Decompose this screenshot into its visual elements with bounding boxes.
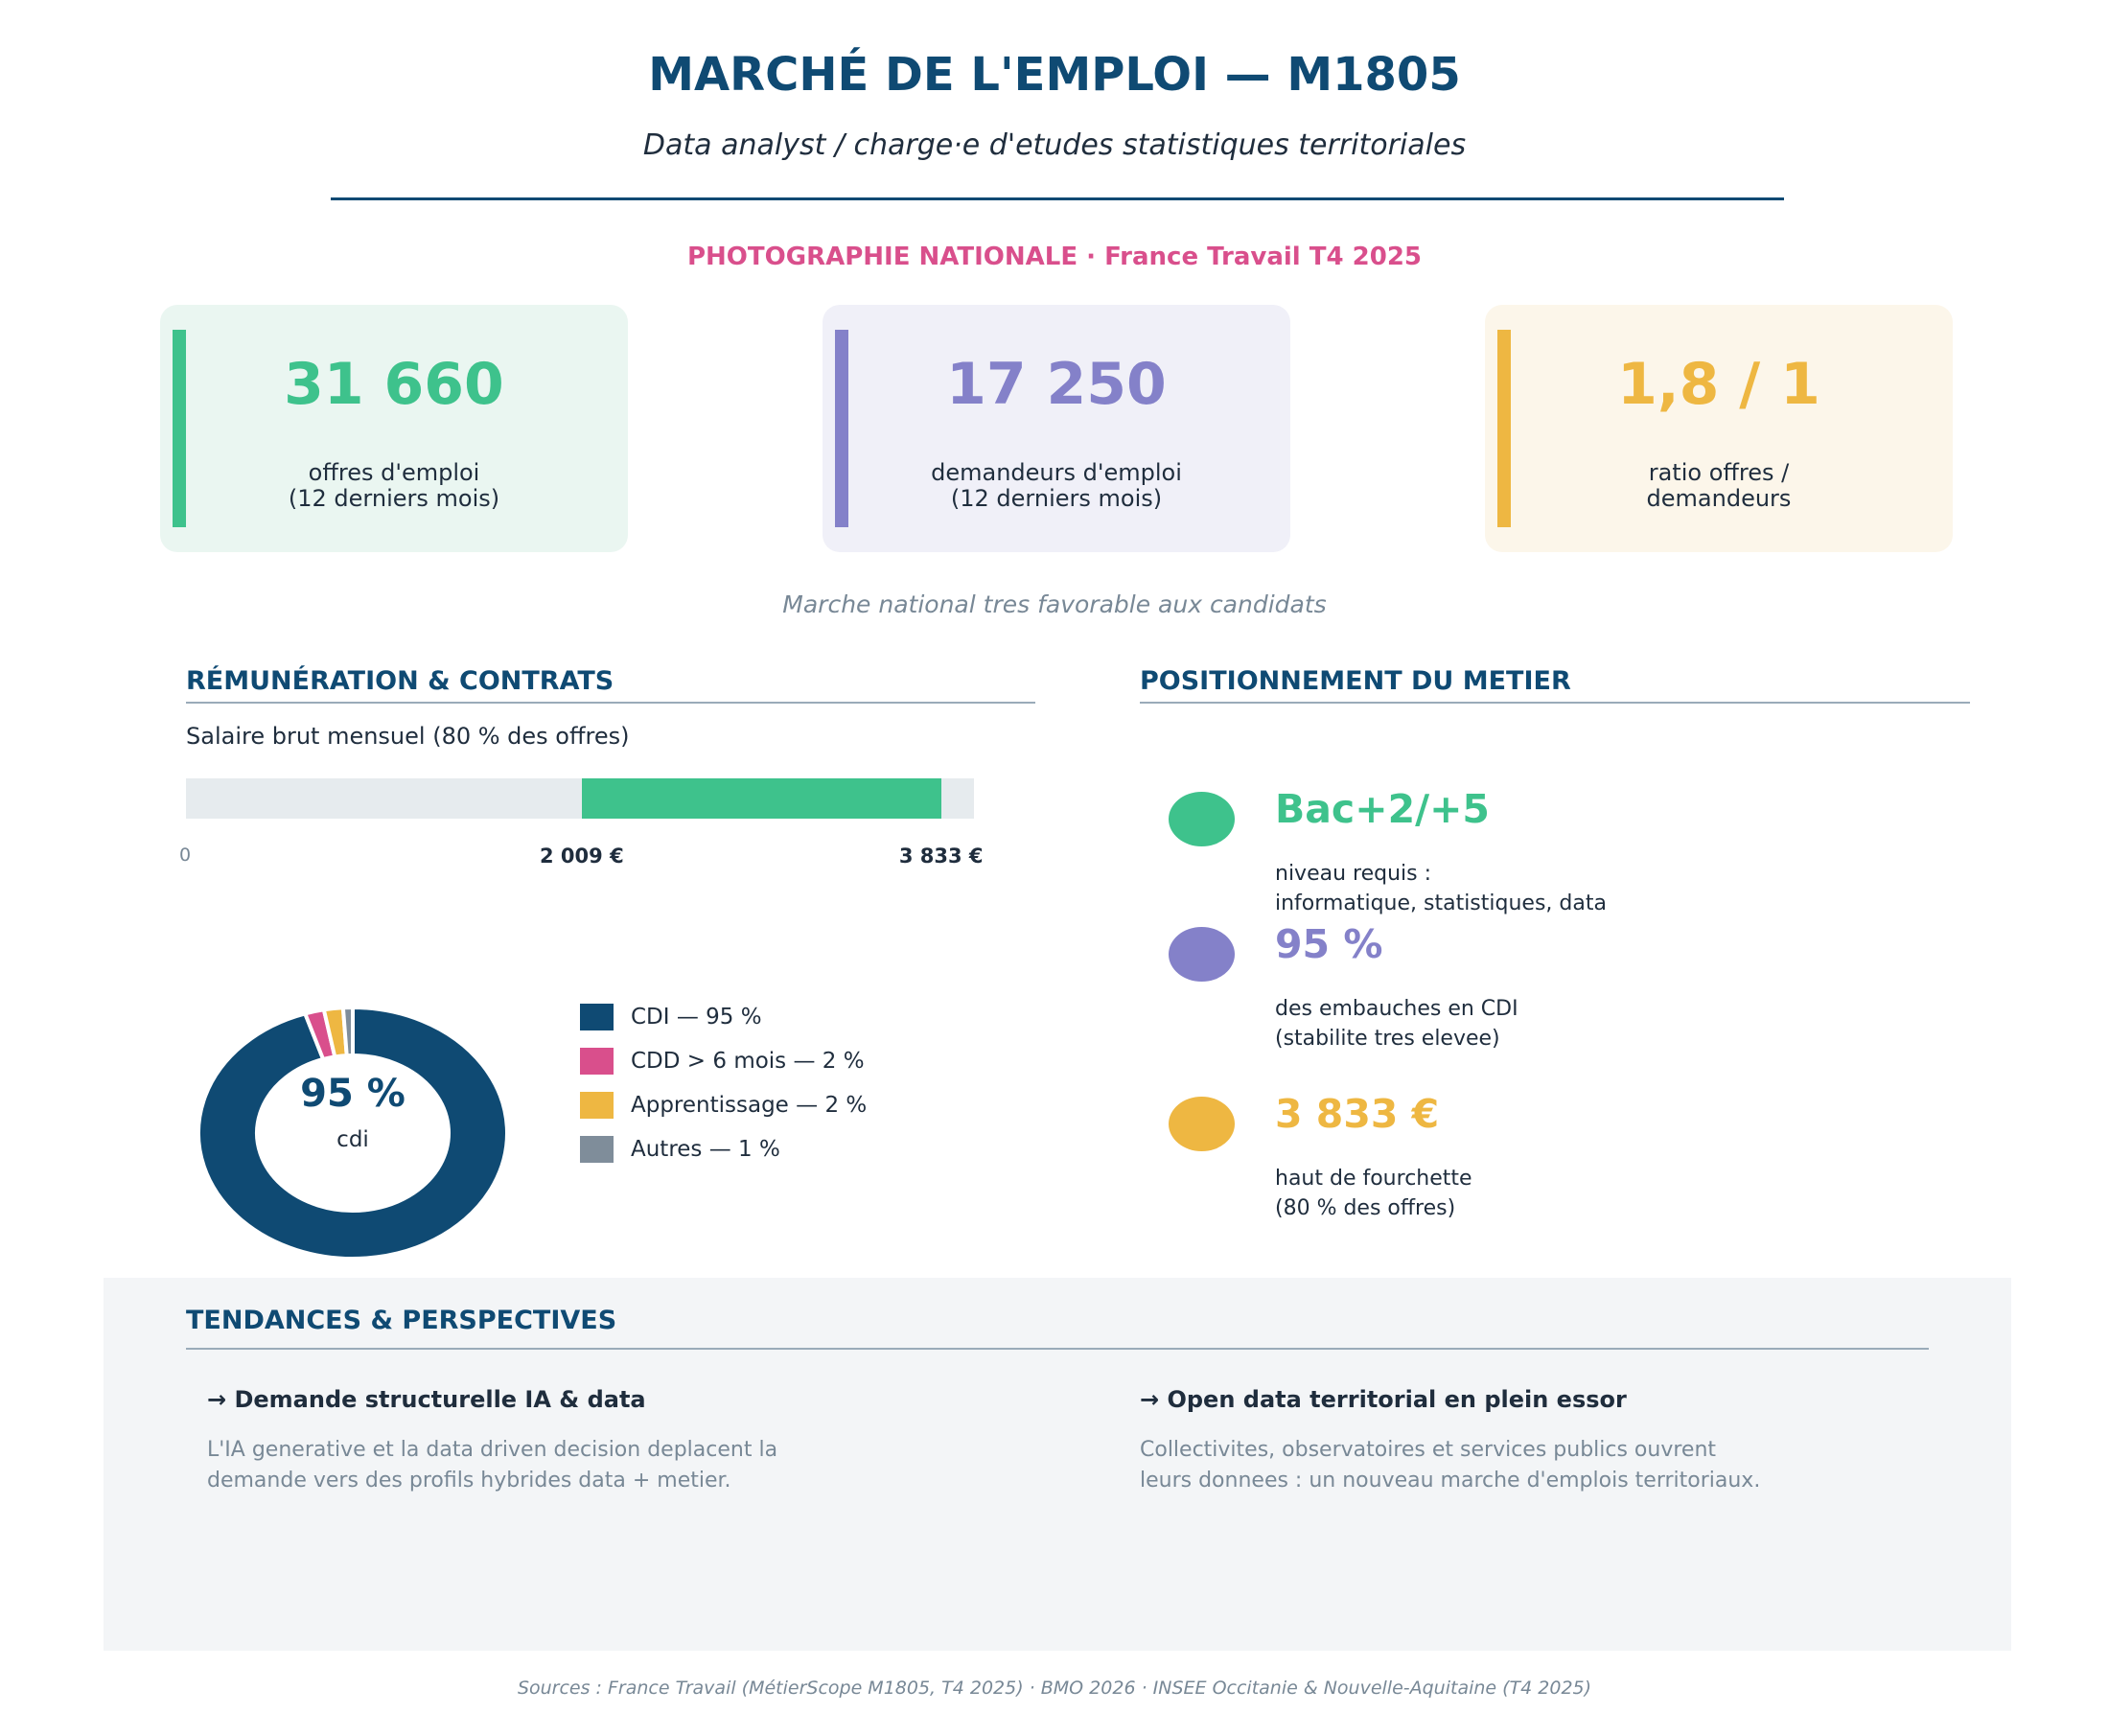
salary-label: Salaire brut mensuel (80 % des offres) xyxy=(186,723,630,750)
sources-footnote: Sources : France Travail (MétierScope M1… xyxy=(517,1678,1592,1699)
position-dot xyxy=(1169,1097,1235,1151)
legend-swatch xyxy=(580,1092,614,1119)
section-title-positionnement: POSITIONNEMENT DU METIER xyxy=(1140,666,1571,696)
legend-swatch xyxy=(580,1136,614,1163)
kpi-value: 17 250 xyxy=(946,351,1167,418)
contracts-donut-chart xyxy=(197,1005,509,1261)
trends-panel xyxy=(104,1278,2011,1651)
page-title: MARCHÉ DE L'EMPLOI — M1805 xyxy=(648,48,1461,102)
contracts-legend: CDI — 95 % CDD > 6 mois — 2 % Apprentiss… xyxy=(580,995,867,1171)
legend-swatch xyxy=(580,1004,614,1030)
legend-item-cdd: CDD > 6 mois — 2 % xyxy=(580,1039,867,1083)
national-note: Marche national tres favorable aux candi… xyxy=(782,590,1327,618)
kpi-label: offres d'emploi (12 derniers mois) xyxy=(288,459,500,512)
salary-range-fill xyxy=(581,778,941,819)
position-value: 3 833 € xyxy=(1275,1091,1440,1137)
section-divider xyxy=(186,702,1035,704)
kpi-accent-bar xyxy=(173,330,186,527)
trend-body: L'IA generative et la data driven decisi… xyxy=(207,1438,778,1493)
donut-center-value: 95 % xyxy=(300,1072,406,1116)
position-dot xyxy=(1169,792,1235,846)
title-divider xyxy=(331,197,1784,200)
section-title-tendances: TENDANCES & PERSPECTIVES xyxy=(186,1306,617,1335)
salary-tick-min: 2 009 € xyxy=(540,845,624,868)
position-item-niveau: Bac+2/+5 niveau requis : informatique, s… xyxy=(1169,786,1974,936)
kpi-card-offres: 31 660 offres d'emploi (12 derniers mois… xyxy=(160,305,628,552)
trend-heading: → Demande structurelle IA & data xyxy=(207,1386,646,1413)
section-divider xyxy=(186,1348,1929,1350)
kpi-value: 31 660 xyxy=(284,351,504,418)
position-value: Bac+2/+5 xyxy=(1275,786,1490,832)
legend-item-cdi: CDI — 95 % xyxy=(580,995,867,1039)
kpi-value: 1,8 / 1 xyxy=(1617,351,1820,418)
kpi-card-demandeurs: 17 250 demandeurs d'emploi (12 derniers … xyxy=(823,305,1290,552)
position-item-cdi: 95 % des embauches en CDI (stabilite tre… xyxy=(1169,921,1974,1071)
position-value: 95 % xyxy=(1275,921,1383,967)
donut-slice-cdi xyxy=(197,1005,509,1261)
kpi-card-ratio: 1,8 / 1 ratio offres / demandeurs xyxy=(1485,305,1953,552)
salary-tick-max: 3 833 € xyxy=(898,845,984,868)
legend-label: CDD > 6 mois — 2 % xyxy=(631,1049,865,1074)
donut-slice-autres xyxy=(340,1005,355,1058)
legend-swatch xyxy=(580,1048,614,1075)
legend-label: Apprentissage — 2 % xyxy=(631,1093,868,1118)
section-title-remuneration: RÉMUNÉRATION & CONTRATS xyxy=(186,666,614,696)
position-desc: niveau requis : informatique, statistiqu… xyxy=(1275,862,1607,915)
kpi-label: ratio offres / demandeurs xyxy=(1646,459,1792,512)
position-item-salaire: 3 833 € haut de fourchette (80 % des off… xyxy=(1169,1091,1974,1240)
position-desc: des embauches en CDI (stabilite tres ele… xyxy=(1275,997,1518,1051)
salary-tick-zero: 0 xyxy=(179,845,192,866)
legend-item-autres: Autres — 1 % xyxy=(580,1127,867,1171)
national-heading: PHOTOGRAPHIE NATIONALE · France Travail … xyxy=(686,243,1423,271)
trend-body: Collectivites, observatoires et services… xyxy=(1140,1438,1761,1493)
trend-heading: → Open data territorial en plein essor xyxy=(1140,1386,1627,1413)
page-subtitle: Data analyst / charge·e d'etudes statist… xyxy=(642,128,1467,162)
legend-label: CDI — 95 % xyxy=(631,1005,762,1030)
legend-label: Autres — 1 % xyxy=(631,1137,780,1162)
kpi-accent-bar xyxy=(835,330,848,527)
section-divider xyxy=(1140,702,1970,704)
position-desc: haut de fourchette (80 % des offres) xyxy=(1275,1167,1472,1220)
legend-item-apprentissage: Apprentissage — 2 % xyxy=(580,1083,867,1127)
kpi-label: demandeurs d'emploi (12 derniers mois) xyxy=(931,459,1182,512)
donut-center-label: cdi xyxy=(336,1127,369,1152)
position-dot xyxy=(1169,927,1235,982)
kpi-accent-bar xyxy=(1497,330,1511,527)
